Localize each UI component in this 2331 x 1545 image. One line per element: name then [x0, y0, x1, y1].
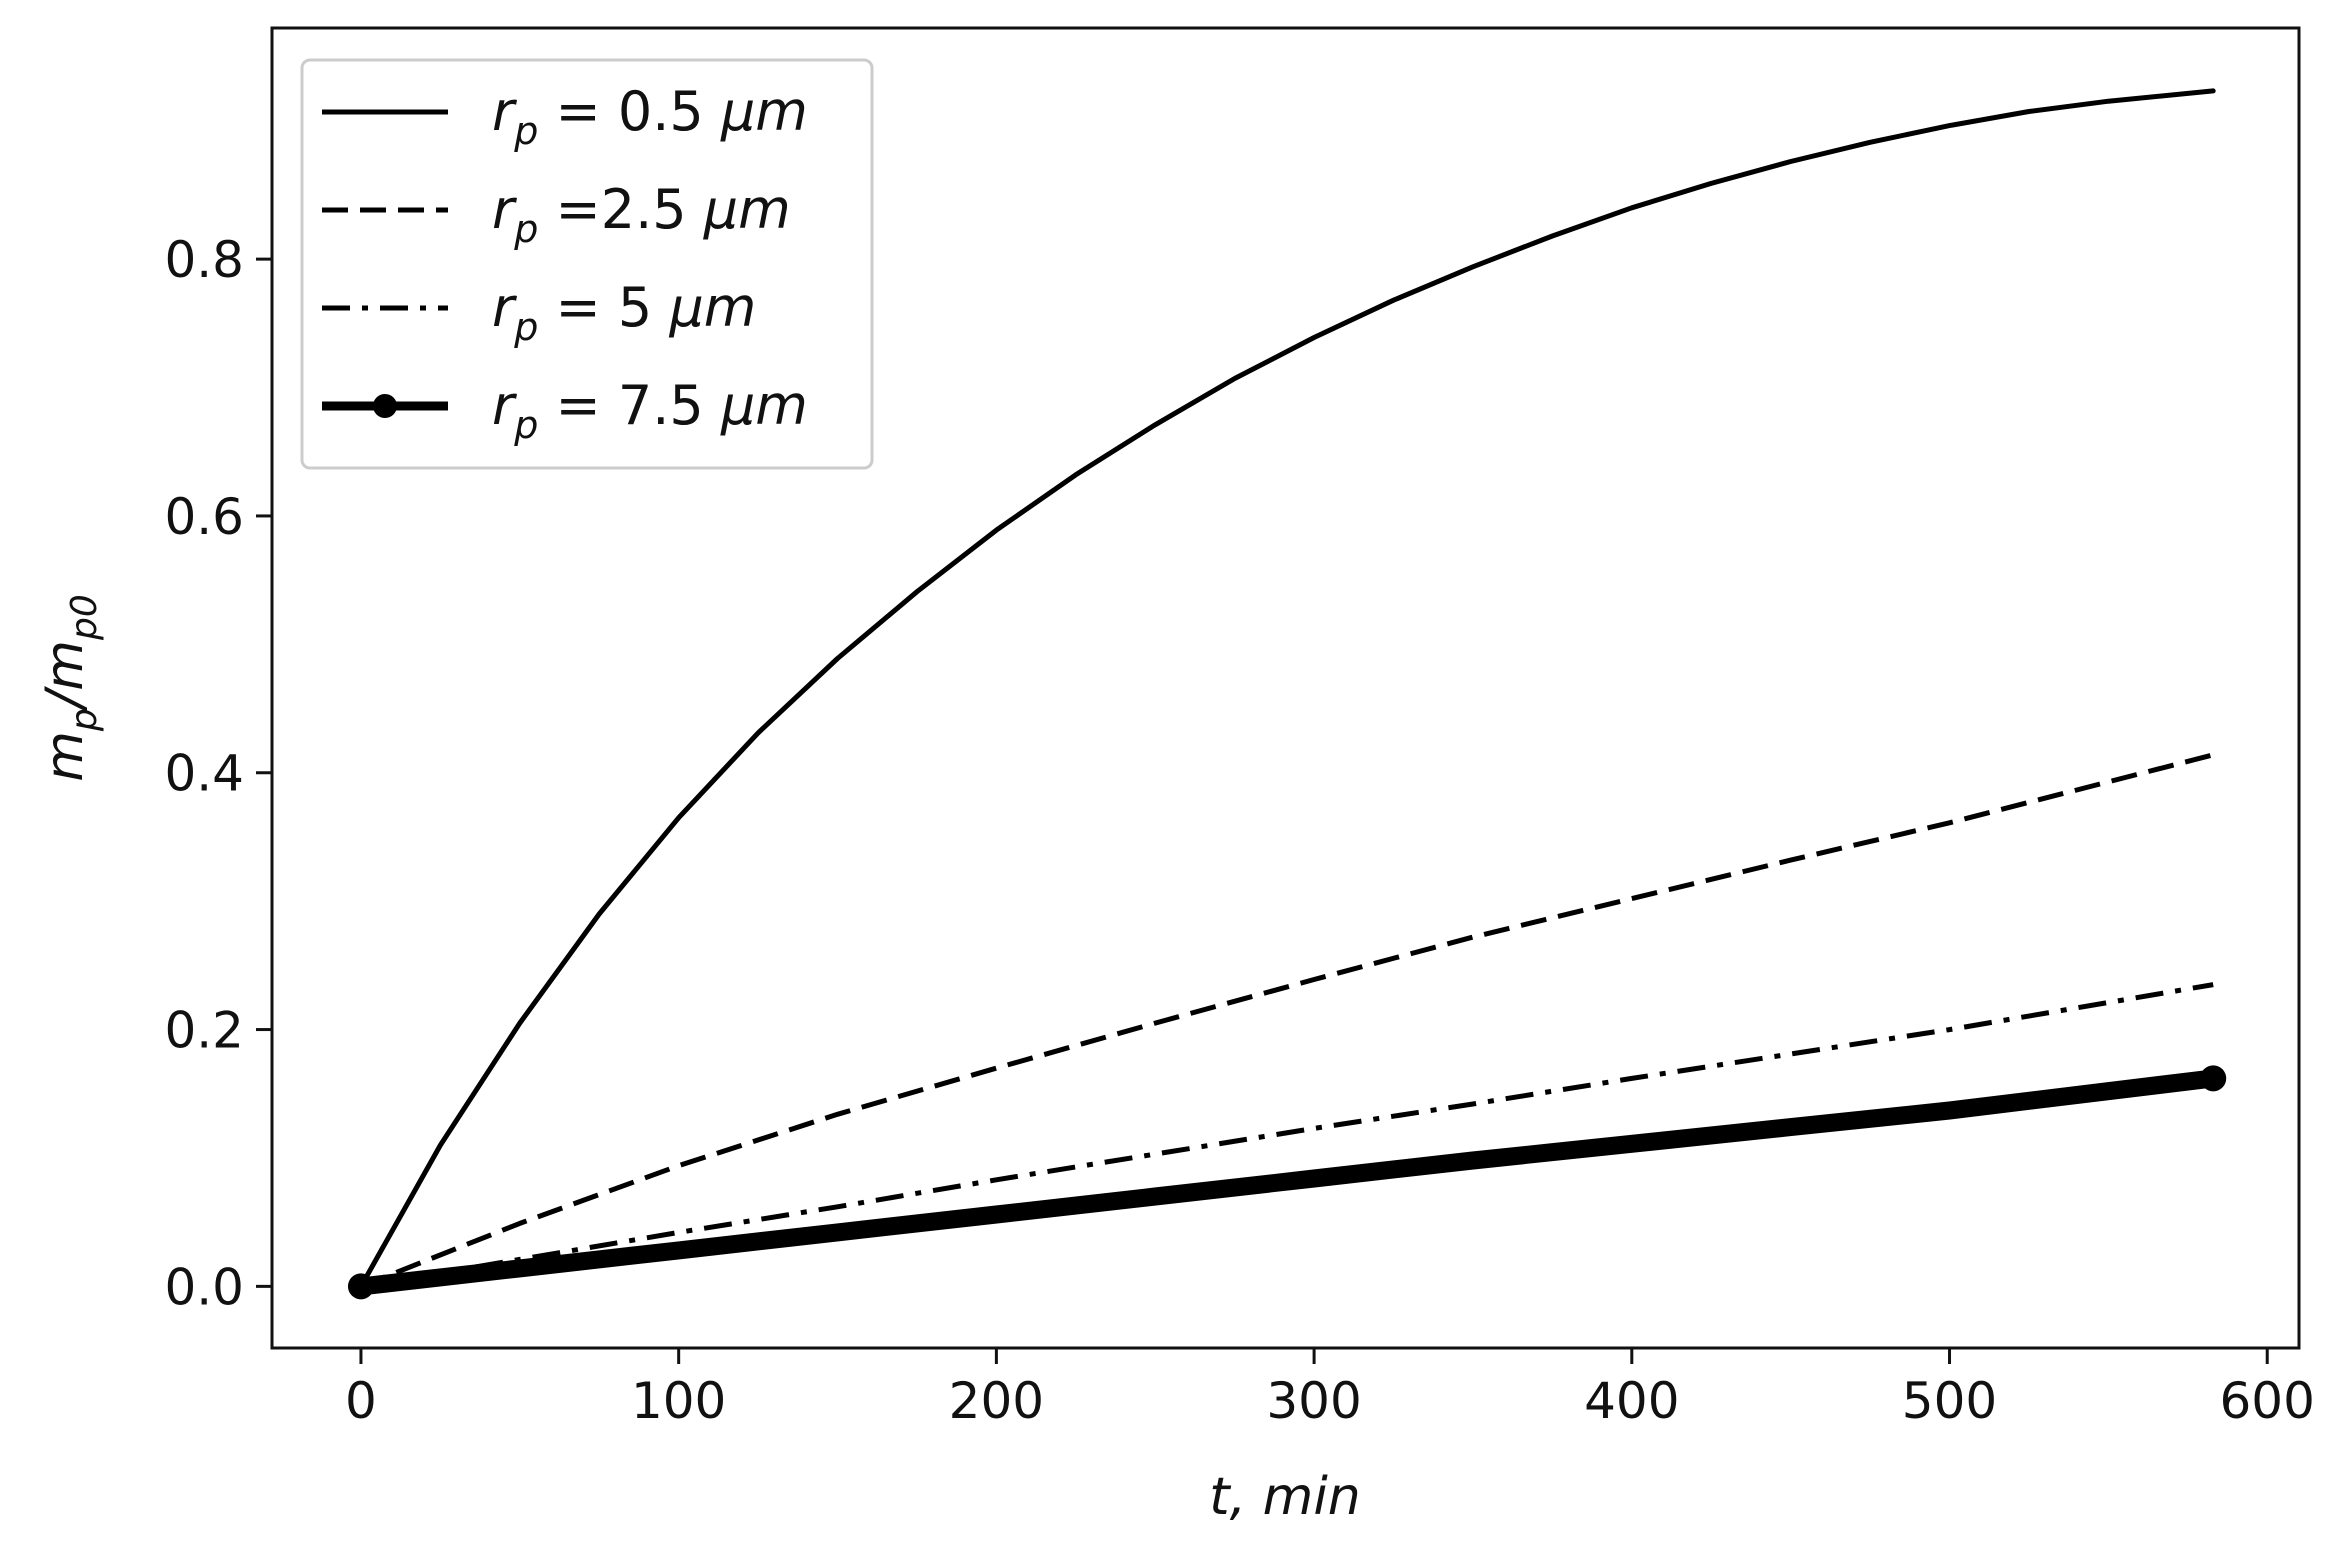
x-tick-label: 0 — [345, 1372, 377, 1430]
plot-frame — [270, 26, 2301, 1350]
legend-label-series-4: rp = 7.5 μm — [492, 374, 808, 447]
y-tick-label: 0.2 — [164, 1002, 244, 1060]
x-tick-label: 400 — [1584, 1372, 1679, 1430]
y-tick-label: 0.0 — [164, 1258, 244, 1316]
y-tick-label: 0.4 — [164, 745, 244, 803]
y-axis-ticks: 0.0 0.2 0.4 0.6 0.8 — [164, 231, 272, 1316]
x-axis-ticks: 0 100 200 300 400 500 600 — [345, 1348, 2315, 1430]
series-marker-4 — [347, 1273, 374, 1300]
legend-label-series-1: rp = 0.5 μm — [492, 80, 808, 153]
series-layer — [347, 88, 2227, 1300]
legend-box — [300, 58, 874, 470]
x-tick-label: 300 — [1266, 1372, 1361, 1430]
series-line-2 — [360, 752, 2214, 1289]
legend: rp = 0.5 μm rp =2.5 μm rp = 5 μm rp = 7.… — [300, 58, 874, 470]
legend-marker-series-4 — [373, 394, 397, 418]
x-tick-label: 600 — [2220, 1372, 2315, 1430]
y-axis-label: mp/mp0 — [35, 594, 105, 781]
x-tick-label: 200 — [949, 1372, 1044, 1430]
x-tick-label: 100 — [631, 1372, 726, 1430]
series-line-1 — [358, 88, 2216, 1289]
x-axis-label: t, min — [1209, 1467, 1361, 1527]
series-line-4 — [352, 1069, 2223, 1296]
x-tick-label: 500 — [1902, 1372, 1997, 1430]
y-tick-label: 0.6 — [164, 488, 244, 546]
legend-label-series-2: rp =2.5 μm — [492, 178, 791, 251]
series-marker-4 — [2200, 1065, 2227, 1092]
series-line-3 — [360, 982, 2214, 1289]
y-tick-label: 0.8 — [164, 231, 244, 289]
legend-label-series-3: rp = 5 μm — [492, 276, 756, 349]
